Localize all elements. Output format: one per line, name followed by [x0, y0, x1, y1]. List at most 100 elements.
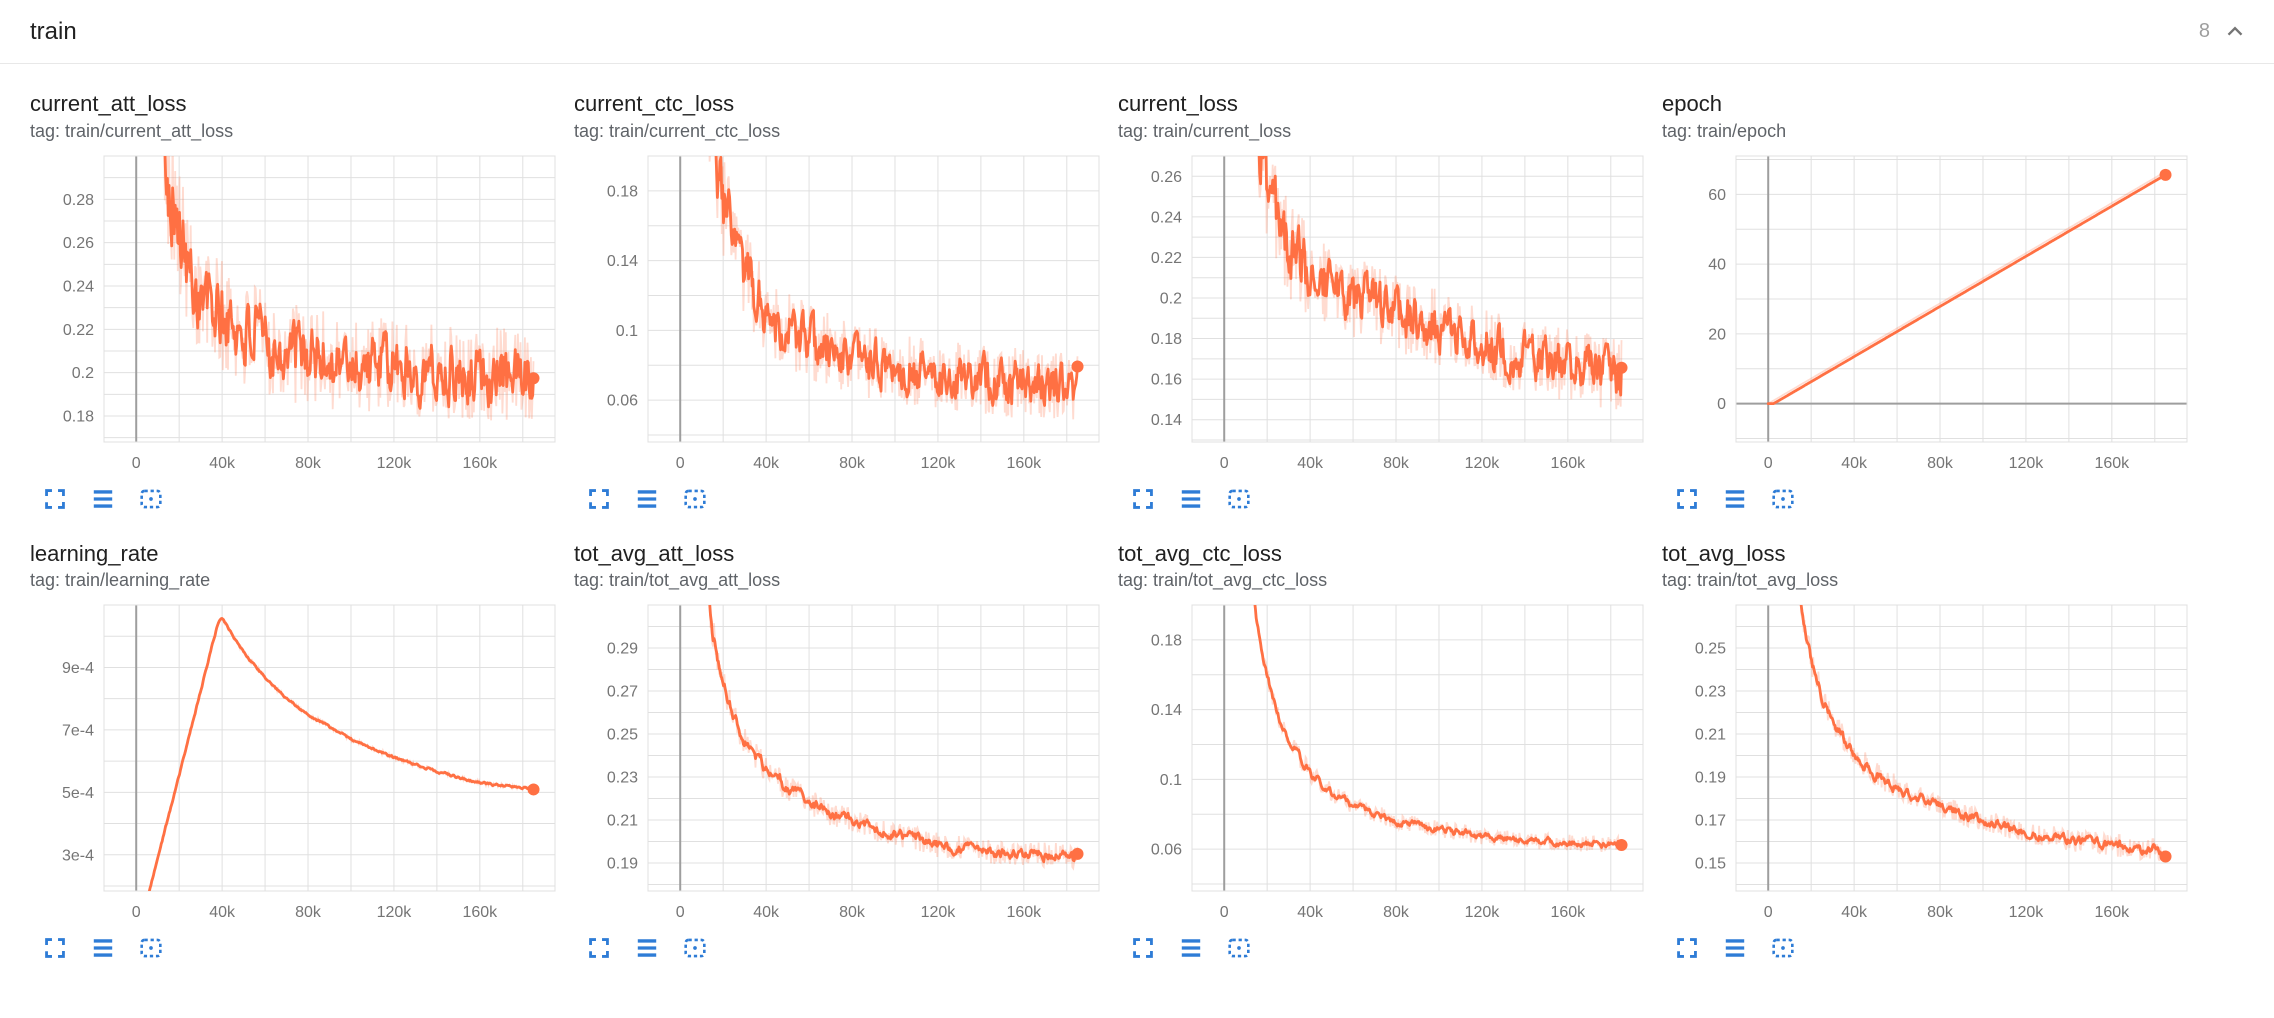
log-scale-lines-icon [1178, 486, 1204, 512]
fit-domain-button[interactable] [680, 484, 710, 514]
fullscreen-expand-icon [42, 486, 68, 512]
x-axis-tick-label: 120k [921, 904, 957, 921]
chart-tag: tag: train/tot_avg_loss [1662, 570, 1839, 590]
y-axis-tick-label: 0.18 [607, 183, 638, 200]
expand-card-button[interactable] [1672, 933, 1702, 963]
chart-actions [1662, 925, 2189, 963]
expand-card-button[interactable] [584, 933, 614, 963]
y-axis-tick-label: 0.23 [1695, 684, 1726, 701]
y-axis-tick-label: 0.14 [1151, 702, 1182, 719]
x-axis-tick-label: 160k [2094, 455, 2130, 472]
y-axis-tick-label: 3e-4 [62, 847, 94, 864]
log-scale-button[interactable] [1720, 484, 1750, 514]
chart-grid: current_att_loss tag: train/current_att_… [0, 64, 2274, 963]
y-axis-tick-label: 0.22 [63, 321, 94, 338]
run-group-header[interactable]: train 8 [0, 0, 2274, 64]
x-axis-tick-label: 0 [1764, 904, 1773, 921]
fullscreen-expand-icon [586, 935, 612, 961]
expand-card-button[interactable] [1672, 484, 1702, 514]
fit-domain-icon [682, 935, 708, 961]
series-group [1253, 605, 1623, 853]
log-scale-lines-icon [634, 935, 660, 961]
y-axis-tick-label: 0.18 [1151, 331, 1182, 348]
log-scale-button[interactable] [1176, 484, 1206, 514]
final-value-dot [1071, 360, 1084, 373]
fit-domain-button[interactable] [1224, 933, 1254, 963]
raw-series-line [1799, 605, 2167, 862]
x-axis-tick-label: 0 [132, 904, 141, 921]
plot-border [647, 604, 1100, 892]
log-scale-button[interactable] [88, 484, 118, 514]
line-chart[interactable]: 0.14 0.16 0.18 0.2 0.22 0.24 0.26 0 40k 80k 120k 16… [1118, 152, 1645, 476]
y-axis-tick-label: 0.17 [1695, 813, 1726, 830]
chart-actions [1662, 476, 2189, 514]
chart-tag: tag: train/learning_rate [30, 570, 211, 590]
line-chart[interactable]: 3e-4 5e-4 7e-4 9e-4 0 40k 80k 120k 160k [30, 601, 557, 925]
smoothed-series-line [1799, 605, 2167, 858]
chart-actions [574, 476, 1101, 514]
x-axis-tick-label: 0 [676, 904, 685, 921]
smoothed-series-line [708, 605, 1079, 864]
y-axis-tick-label: 0.27 [607, 684, 638, 701]
x-axis-tick-label: 40k [1841, 904, 1868, 921]
chart-title: learning_rate [30, 540, 159, 566]
smoothed-series-line [714, 155, 1079, 407]
fullscreen-expand-icon [1130, 486, 1156, 512]
expand-card-button[interactable] [1128, 933, 1158, 963]
y-axis-tick-label: 0.14 [1151, 412, 1182, 429]
fit-domain-button[interactable] [680, 933, 710, 963]
log-scale-button[interactable] [1176, 933, 1206, 963]
x-axis-tick-label: 80k [839, 904, 866, 921]
y-axis-tick-label: 0.21 [607, 813, 638, 830]
y-axis-tick-label: 0.24 [1151, 209, 1182, 226]
smoothed-series-line [1253, 605, 1623, 849]
expand-card-button[interactable] [40, 933, 70, 963]
fit-domain-icon [138, 486, 164, 512]
y-axis-tick-label: 0.26 [63, 235, 94, 252]
plot-border [1191, 155, 1644, 442]
y-axis-tick-label: 0.18 [63, 408, 94, 425]
y-axis-tick-label: 60 [1708, 186, 1726, 203]
log-scale-button[interactable] [1720, 933, 1750, 963]
log-scale-button[interactable] [88, 933, 118, 963]
x-axis-tick-label: 0 [1220, 904, 1229, 921]
collapse-group-button[interactable] [2222, 19, 2248, 45]
x-axis-tick-label: 0 [676, 455, 685, 472]
y-axis-tick-label: 0.19 [1695, 770, 1726, 787]
chart-tag: tag: train/tot_avg_att_loss [574, 570, 781, 590]
x-axis-tick-label: 160k [1006, 455, 1042, 472]
plot-border [103, 604, 556, 892]
final-value-dot [527, 783, 540, 796]
expand-card-button[interactable] [1128, 484, 1158, 514]
line-chart[interactable]: 0.06 0.1 0.14 0.18 0 40k 80k 120k 160k [1118, 601, 1645, 925]
series-group [708, 605, 1079, 871]
line-chart[interactable]: 0 20 40 60 0 40k 80k 120k 160k [1662, 152, 2189, 476]
line-chart[interactable]: 0.18 0.2 0.22 0.24 0.26 0.28 0 40k 80k 120k 160k [30, 152, 557, 476]
fit-domain-button[interactable] [136, 933, 166, 963]
expand-card-button[interactable] [584, 484, 614, 514]
log-scale-lines-icon [1722, 935, 1748, 961]
y-axis-tick-label: 0.28 [63, 191, 94, 208]
line-chart[interactable]: 0.19 0.21 0.23 0.25 0.27 0.29 0 40k 80k 120k 160k [574, 601, 1101, 925]
chart-title: current_ctc_loss [574, 91, 735, 116]
fit-domain-button[interactable] [1768, 933, 1798, 963]
y-axis-tick-label: 0.2 [72, 365, 94, 382]
chart-actions [30, 476, 557, 514]
expand-card-button[interactable] [40, 484, 70, 514]
x-axis-tick-label: 120k [2009, 904, 2045, 921]
line-chart[interactable]: 0.15 0.17 0.19 0.21 0.23 0.25 0 40k 80k 120k 160k [1662, 601, 2189, 925]
log-scale-button[interactable] [632, 933, 662, 963]
y-axis-tick-label: 40 [1708, 256, 1726, 273]
fit-domain-button[interactable] [1224, 484, 1254, 514]
group-title: train [30, 17, 77, 45]
x-axis-tick-label: 0 [1220, 455, 1229, 472]
final-value-dot [2159, 850, 2172, 863]
x-axis-tick-label: 40k [1297, 904, 1324, 921]
fit-domain-button[interactable] [1768, 484, 1798, 514]
chart-actions [1118, 476, 1645, 514]
x-axis-tick-label: 80k [295, 904, 322, 921]
fit-domain-button[interactable] [136, 484, 166, 514]
line-chart[interactable]: 0.06 0.1 0.14 0.18 0 40k 80k 120k 160k [574, 152, 1101, 476]
raw-series-line [1767, 170, 2166, 404]
log-scale-button[interactable] [632, 484, 662, 514]
